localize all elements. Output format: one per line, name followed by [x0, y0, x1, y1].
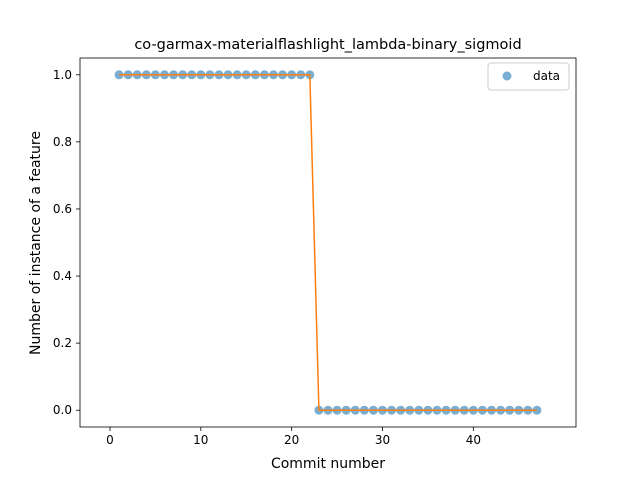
- y-tick-label: 0.6: [53, 202, 72, 216]
- x-axis-label: Commit number: [271, 456, 385, 472]
- legend-box: [487, 62, 570, 91]
- y-tick-label: 0.4: [53, 269, 72, 283]
- x-tick-label: 0: [106, 433, 114, 447]
- axes-frame: [79, 57, 577, 428]
- x-tick-label: 10: [193, 433, 208, 447]
- plot-area: 0 10 20 30 40 0.0 0.2 0.4 0.6 0.8 1.0: [53, 57, 577, 447]
- y-tick-label: 1.0: [53, 68, 72, 82]
- legend-label-data: data: [533, 69, 560, 83]
- x-tick-label: 30: [375, 433, 390, 447]
- chart-title: co-garmax-materialflashlight_lambda-bina…: [134, 37, 521, 53]
- fit-line: [119, 74, 537, 411]
- y-tick-label: 0.2: [53, 336, 72, 350]
- y-axis-label: Number of instance of a feature: [28, 131, 44, 355]
- x-tick-label: 20: [284, 433, 299, 447]
- y-tick-label: 0.8: [53, 135, 72, 149]
- y-tick-label: 0.0: [53, 403, 72, 417]
- x-tick-label: 40: [466, 433, 481, 447]
- legend-marker-data: [502, 71, 512, 81]
- legend: data: [487, 62, 570, 91]
